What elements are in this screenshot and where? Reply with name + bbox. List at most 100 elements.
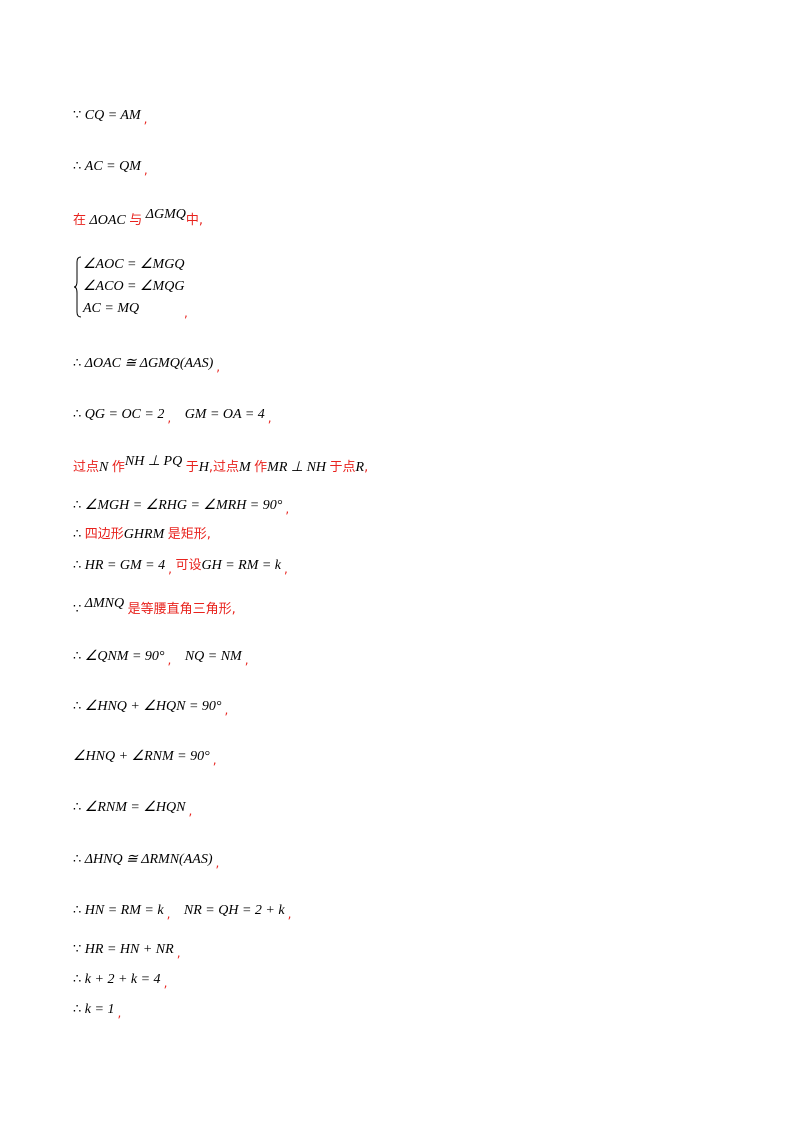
triangle-oac: ΔOAC — [89, 213, 126, 228]
comma: , — [163, 976, 168, 990]
comma: , — [244, 653, 249, 667]
therefore-symbol: ∴ — [73, 800, 82, 815]
comma: , — [188, 804, 193, 818]
math-expression: ∠RNM = ∠HQN — [84, 800, 186, 815]
math-expression: NH ⊥ PQ — [124, 454, 183, 469]
math-expression: QG = OC = 2 — [84, 407, 165, 422]
because-symbol: ∵ — [73, 602, 82, 617]
comma: , — [167, 411, 172, 425]
math-expression: ∠HNQ + ∠RNM = 90° — [73, 749, 210, 764]
therefore-symbol: ∴ — [73, 356, 82, 371]
math-expression: ΔHNQ ≅ ΔRMN(AAS) — [84, 852, 213, 867]
comma: , — [216, 360, 221, 374]
proof-line-17: ∴ HN = RM = k, NR = QH = 2 + k, — [73, 901, 292, 921]
comma: , — [212, 753, 217, 767]
math-expression: NQ = NM — [184, 649, 242, 664]
therefore-symbol: ∴ — [73, 527, 82, 542]
proof-line-13: ∴ ∠HNQ + ∠HQN = 90°, — [73, 697, 229, 717]
comma: , — [168, 562, 172, 576]
proof-line-9: ∴ 四边形GHRM 是矩形, — [73, 526, 211, 544]
chinese-text: , — [364, 460, 369, 475]
math-expression: HN = RM = k — [84, 903, 164, 918]
chinese-text: 作 — [111, 460, 125, 475]
math-expression: ΔOAC ≅ ΔGMQ(AAS) — [84, 356, 214, 371]
math-expression: N — [99, 460, 109, 475]
therefore-symbol: ∴ — [73, 699, 82, 714]
chinese-text: 作 — [254, 460, 268, 475]
math-expression: CQ = AM — [84, 108, 141, 123]
proof-line-5: ∴ ΔOAC ≅ ΔGMQ(AAS), — [73, 354, 221, 374]
equation-system: ∠AOC = ∠MGQ ∠ACO = ∠MQG AC = MQ , — [73, 256, 273, 322]
therefore-symbol: ∴ — [73, 852, 82, 867]
because-symbol: ∵ — [73, 942, 82, 957]
math-expression: AC = QM — [84, 159, 141, 174]
proof-line-3: 在 ΔOAC 与 ΔGMQ中, — [73, 207, 203, 230]
proof-line-12: ∴ ∠QNM = 90°, NQ = NM, — [73, 647, 249, 667]
system-row: AC = MQ — [83, 301, 140, 316]
comma: , — [267, 411, 272, 425]
proof-line-16: ∴ ΔHNQ ≅ ΔRMN(AAS), — [73, 850, 220, 870]
proof-line-10: ∴ HR = GM = 4, 可设GH = RM = k, — [73, 556, 288, 576]
math-expression: HR = HN + NR — [84, 942, 174, 957]
math-expression: k + 2 + k = 4 — [84, 972, 161, 987]
comma: , — [215, 856, 220, 870]
system-row: ∠ACO = ∠MQG — [83, 279, 185, 294]
comma: , — [143, 163, 148, 177]
comma: , — [184, 306, 188, 320]
chinese-text: 四边形 — [84, 527, 124, 542]
left-brace — [73, 256, 82, 318]
therefore-symbol: ∴ — [73, 1002, 82, 1017]
proof-line-20: ∴ k = 1, — [73, 1000, 122, 1020]
chinese-text: 在 — [73, 213, 87, 228]
proof-line-2: ∴ AC = QM, — [73, 157, 148, 177]
therefore-symbol: ∴ — [73, 972, 82, 987]
therefore-symbol: ∴ — [73, 903, 82, 918]
comma: , — [166, 907, 171, 921]
triangle-mnq: ΔMNQ — [84, 596, 125, 611]
comma: , — [284, 562, 288, 576]
proof-line-8: ∴ ∠MGH = ∠RHG = ∠MRH = 90°, — [73, 496, 290, 516]
chinese-text: 于 — [185, 460, 199, 475]
math-expression: HR = GM = 4 — [84, 558, 166, 573]
comma: , — [224, 703, 229, 717]
math-expression: M — [238, 460, 251, 475]
therefore-symbol: ∴ — [73, 407, 82, 422]
comma: , — [287, 907, 292, 921]
comma: , — [285, 502, 290, 516]
triangle-gmq: ΔGMQ — [145, 207, 186, 222]
comma: , — [143, 112, 148, 126]
math-expression: MR ⊥ NH — [267, 460, 327, 475]
proof-line-18: ∵ HR = HN + NR, — [73, 940, 181, 960]
proof-line-19: ∴ k + 2 + k = 4, — [73, 970, 168, 990]
proof-line-1: ∵ CQ = AM, — [73, 106, 148, 126]
chinese-text: 中, — [185, 213, 203, 228]
system-row: ∠AOC = ∠MGQ — [83, 257, 185, 272]
math-expression: k = 1 — [84, 1002, 115, 1017]
proof-line-11: ∵ ΔMNQ 是等腰直角三角形, — [73, 596, 236, 619]
therefore-symbol: ∴ — [73, 159, 82, 174]
math-expression: GH = RM = k — [201, 558, 282, 573]
chinese-text: ,过点 — [208, 460, 239, 475]
chinese-text: 与 — [129, 213, 143, 228]
therefore-symbol: ∴ — [73, 649, 82, 664]
math-expression: GHRM — [123, 527, 165, 542]
chinese-text: 可设 — [175, 558, 202, 573]
proof-line-15: ∴ ∠RNM = ∠HQN, — [73, 798, 193, 818]
proof-line-7: 过点N 作NH ⊥ PQ 于H,过点M 作MR ⊥ NH 于点R, — [73, 454, 369, 477]
comma: , — [117, 1006, 122, 1020]
because-symbol: ∵ — [73, 108, 82, 123]
therefore-symbol: ∴ — [73, 498, 82, 513]
chinese-text: 于点 — [329, 460, 356, 475]
math-expression: ∠QNM = 90° — [84, 649, 165, 664]
proof-line-14: ∠HNQ + ∠RNM = 90°, — [73, 747, 217, 767]
chinese-text: 过点 — [73, 460, 100, 475]
math-expression: ∠HNQ + ∠HQN = 90° — [84, 699, 222, 714]
math-expression: NR = QH = 2 + k — [183, 903, 285, 918]
math-expression: H — [198, 460, 209, 475]
therefore-symbol: ∴ — [73, 558, 82, 573]
chinese-text: 是矩形, — [167, 527, 211, 542]
chinese-text: 是等腰直角三角形, — [127, 602, 236, 617]
proof-line-6: ∴ QG = OC = 2, GM = OA = 4, — [73, 405, 272, 425]
math-expression: R — [355, 460, 365, 475]
math-expression: ∠MGH = ∠RHG = ∠MRH = 90° — [84, 498, 283, 513]
